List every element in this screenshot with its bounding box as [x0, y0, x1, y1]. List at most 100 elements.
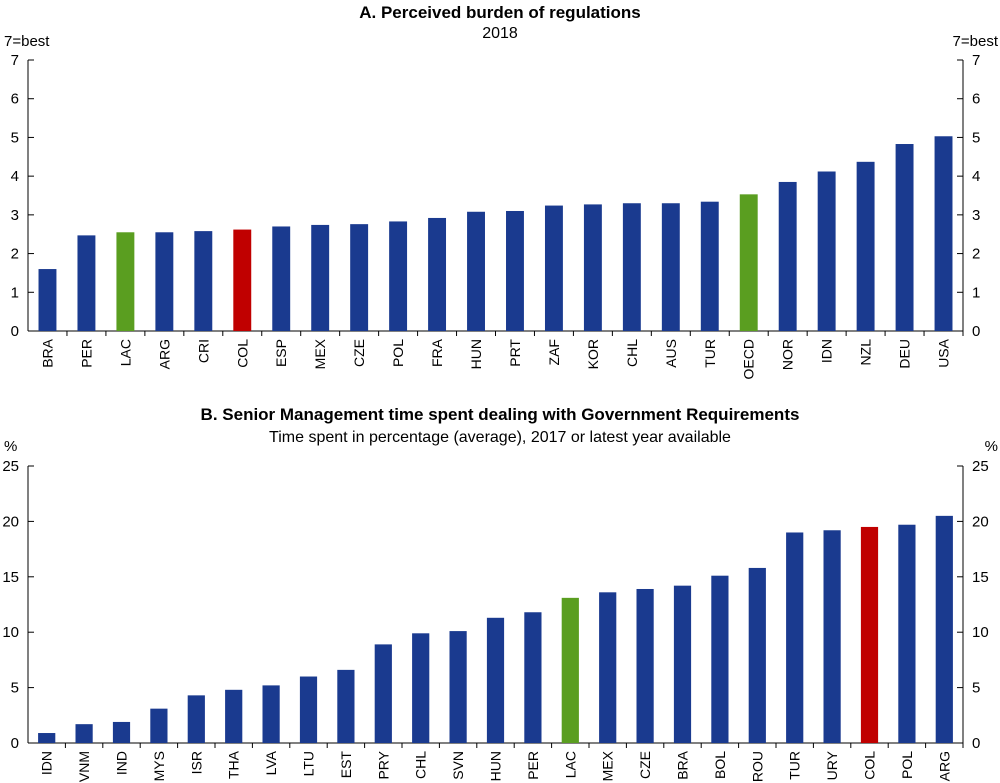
- panel-b-category-label-mex: MEX: [600, 750, 616, 781]
- panel-b-subtitle: Time spent in percentage (average), 2017…: [269, 429, 731, 446]
- panel-b-ytick-label-left: 10: [2, 624, 19, 641]
- panel-a-category-label-arg: ARG: [156, 339, 172, 369]
- panel-a: A. Perceived burden of regulations 2018 …: [4, 3, 999, 379]
- panel-b-bar-mex: [599, 592, 617, 743]
- panel-b-axes: 0 0 5 5 10 10 15 15 20 20 25 25: [2, 458, 988, 752]
- panel-a-bar-nor: [778, 181, 797, 331]
- panel-a-bar-zaf: [544, 205, 563, 331]
- panel-a-ytick-label-left: 6: [11, 91, 19, 108]
- panel-b-bar-est: [337, 669, 355, 743]
- panel-b-category-label-chl: CHL: [413, 751, 429, 779]
- panel-a-ytick-label-right: 1: [972, 284, 980, 301]
- panel-b-ytick-label-right: 15: [972, 569, 989, 586]
- panel-b: B. Senior Management time spent dealing …: [2, 405, 998, 782]
- panel-b-category-label-rou: ROU: [749, 751, 765, 782]
- panel-a-category-label-hun: HUN: [468, 339, 484, 369]
- panel-a-ytick-label-right: 7: [972, 52, 980, 69]
- panel-a-ytick-label-left: 7: [11, 52, 19, 69]
- panel-b-bar-ltu: [299, 676, 318, 743]
- panel-b-category-label-isr: ISR: [188, 751, 204, 774]
- panel-b-bar-pry: [374, 644, 392, 743]
- panel-a-bar-bra: [38, 269, 57, 331]
- panel-b-bar-isr: [187, 695, 205, 743]
- panel-a-bar-mex: [311, 224, 330, 331]
- panel-b-title: B. Senior Management time spent dealing …: [201, 405, 800, 424]
- panel-a-category-label-fra: FRA: [429, 338, 445, 367]
- panel-a-category-label-per: PER: [78, 339, 94, 368]
- panel-b-ytick-label-right: 10: [972, 624, 989, 641]
- panel-a-bar-col: [233, 229, 252, 331]
- panel-b-bar-vnm: [75, 724, 93, 743]
- panel-a-category-label-mex: MEX: [312, 338, 328, 369]
- panel-b-unit-right: %: [985, 438, 998, 455]
- panel-a-bar-oecd: [739, 194, 758, 331]
- panel-a-bar-fra: [428, 217, 447, 331]
- panel-b-ytick-label-left: 15: [2, 569, 19, 586]
- panel-a-category-label-zaf: ZAF: [546, 339, 562, 365]
- panel-a-category-label-lac: LAC: [117, 339, 133, 366]
- panel-b-ytick-label-left: 20: [2, 513, 19, 530]
- panel-a-unit-right: 7=best: [953, 33, 999, 50]
- panel-b-ytick-label-right: 25: [972, 458, 989, 475]
- panel-a-category-label-nzl: NZL: [858, 339, 874, 366]
- panel-b-category-label-idn: IDN: [39, 751, 55, 775]
- panel-b-category-label-pol: POL: [899, 751, 915, 779]
- panel-b-bar-bol: [711, 575, 729, 743]
- panel-b-bar-pol: [898, 524, 916, 743]
- panel-b-bar-per: [524, 612, 542, 743]
- panel-b-category-label-ury: URY: [824, 750, 840, 780]
- panel-a-ytick-label-left: 0: [11, 323, 19, 340]
- panel-a-category-label-nor: NOR: [780, 339, 796, 370]
- panel-a-bar-aus: [661, 203, 680, 331]
- panel-a-category-label-esp: ESP: [273, 339, 289, 367]
- panel-a-bar-hun: [467, 211, 485, 331]
- panel-b-bar-mys: [150, 708, 168, 743]
- panel-a-subtitle: 2018: [482, 25, 518, 42]
- panel-a-ytick-label-right: 5: [972, 129, 980, 146]
- panel-b-bar-chl: [412, 633, 430, 743]
- panel-a-bar-idn: [817, 171, 836, 331]
- panel-b-category-label-per: PER: [525, 751, 541, 780]
- panel-a-category-label-prt: PRT: [507, 339, 523, 367]
- panel-a-bars: [38, 136, 953, 331]
- panel-b-category-labels: IDN VNM IND MYS ISR THA LVA LTU EST PRY CHL SVN HUN P…: [39, 750, 953, 782]
- panel-b-category-label-est: EST: [338, 751, 354, 779]
- panel-b-bar-tur: [786, 532, 804, 743]
- panel-b-category-label-bra: BRA: [675, 750, 691, 779]
- panel-a-ytick-label-left: 2: [11, 246, 19, 263]
- panel-a-category-label-aus: AUS: [663, 339, 679, 368]
- panel-b-bar-ind: [112, 721, 131, 743]
- panel-b-category-label-ltu: LTU: [301, 751, 317, 776]
- panel-b-ytick-label-right: 0: [972, 735, 980, 752]
- panel-b-category-label-vnm: VNM: [76, 751, 92, 782]
- panel-b-bar-arg: [935, 515, 953, 743]
- panel-b-bar-bra: [673, 585, 692, 743]
- panel-a-bar-esp: [272, 226, 291, 331]
- panel-a-category-label-deu: DEU: [897, 339, 913, 369]
- panel-b-bar-idn: [38, 733, 56, 743]
- panel-b-bar-cze: [636, 588, 654, 743]
- panel-b-ytick-label-left: 5: [11, 680, 19, 697]
- panel-a-category-label-bra: BRA: [39, 338, 55, 367]
- panel-b-category-label-tur: TUR: [787, 751, 803, 780]
- panel-a-ytick-label-right: 3: [972, 207, 980, 224]
- panel-a-axes: 0 0 1 1 2 2 3 3 4 4 5 5 6 6 7 7: [11, 52, 981, 340]
- panel-a-bar-cze: [350, 224, 369, 331]
- panel-a-category-label-cze: CZE: [351, 339, 367, 367]
- panel-a-category-label-idn: IDN: [819, 339, 835, 363]
- panel-a-bar-arg: [155, 232, 174, 331]
- panel-b-category-label-mys: MYS: [151, 751, 167, 781]
- panel-a-category-label-usa: USA: [936, 338, 952, 367]
- panel-b-bar-lac: [561, 597, 579, 743]
- panel-b-ytick-label-left: 0: [11, 735, 19, 752]
- panel-a-category-label-cri: CRI: [195, 339, 211, 363]
- panel-a-ytick-label-left: 3: [11, 207, 19, 224]
- panel-a-bar-tur: [700, 201, 719, 331]
- panel-b-category-label-svn: SVN: [450, 751, 466, 780]
- panel-a-ytick-label-right: 6: [972, 91, 980, 108]
- panel-b-unit-left: %: [4, 438, 17, 455]
- panel-a-category-label-pol: POL: [390, 339, 406, 367]
- panel-b-bar-lva: [262, 685, 280, 743]
